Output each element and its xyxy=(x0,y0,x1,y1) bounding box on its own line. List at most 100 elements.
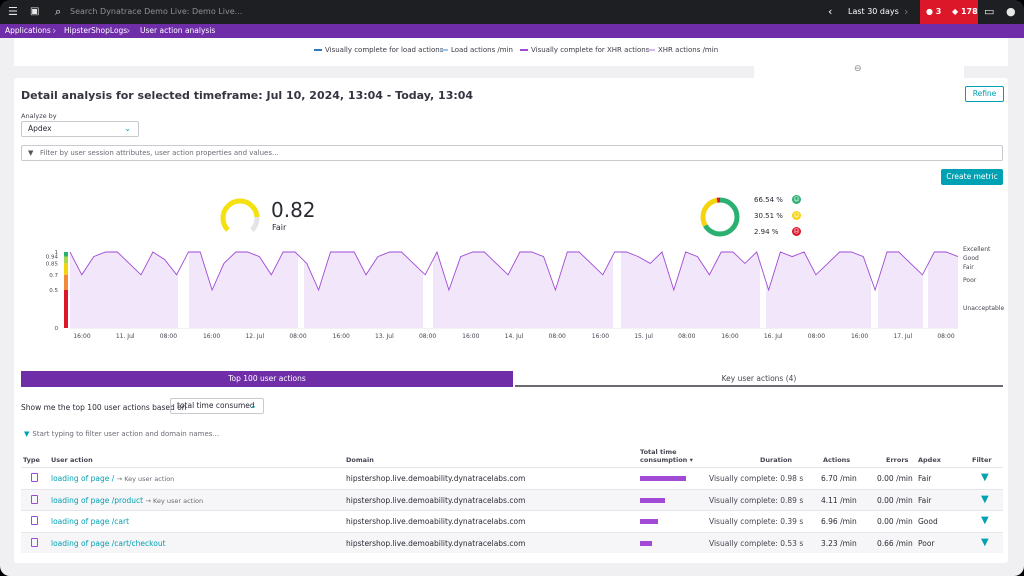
column-header-total-time[interactable]: Total time xyxy=(640,448,677,456)
create-metric-button[interactable]: Create metric xyxy=(941,169,1003,185)
apdex-cell: Poor xyxy=(918,539,935,548)
data-gap xyxy=(871,252,878,328)
refine-button[interactable]: Refine xyxy=(965,86,1004,102)
session-filter-input[interactable]: ▼ Filter by user session attributes, use… xyxy=(21,145,1003,161)
based-on-value: total time consumed xyxy=(177,401,255,410)
duration-cell: Visually complete: 0.39 s xyxy=(709,517,804,526)
user-action-cell: loading of page /cart/checkout xyxy=(51,539,166,548)
consumption-bar xyxy=(640,541,652,546)
x-tick-label: 16:00 xyxy=(721,333,738,340)
session-filter-placeholder: Filter by user session attributes, user … xyxy=(40,149,279,157)
column-header-user-action[interactable]: User action xyxy=(51,456,93,464)
actions-cell: 3.23 /min xyxy=(821,539,857,548)
search-icon[interactable]: ⌕ xyxy=(55,5,62,18)
based-on-select[interactable]: total time consumed ⌄ xyxy=(170,398,264,414)
timeframe-selector[interactable]: Last 30 days xyxy=(848,7,899,16)
monitor-icon[interactable]: ▣ xyxy=(30,6,40,17)
filter-action-icon[interactable]: ▼ xyxy=(981,494,989,505)
x-tick-label: 16:00 xyxy=(73,333,90,340)
gauge-fill xyxy=(220,198,260,238)
user-action-link[interactable]: loading of page /cart/checkout xyxy=(51,539,166,548)
user-action-filter-placeholder: Start typing to filter user action and d… xyxy=(32,430,220,438)
analyze-by-value: Apdex xyxy=(28,124,52,133)
column-header-total-time-label: consumption xyxy=(640,456,688,464)
legend-item[interactable]: XHR actions /min xyxy=(647,46,718,54)
y-tick-label: 0.5 xyxy=(49,288,58,294)
analyze-by-select[interactable]: Apdex ⌄ xyxy=(21,121,139,137)
breadcrumb-hipstershoplogs[interactable]: HipsterShopLogs xyxy=(64,26,128,35)
tab-top-user-actions[interactable]: Top 100 user actions xyxy=(21,371,513,387)
satisfied-face-icon: ☺ xyxy=(792,195,801,204)
actions-cell: 6.70 /min xyxy=(821,474,857,483)
duration-cell: Visually complete: 0.98 s xyxy=(709,474,804,483)
security-badge[interactable]: ◆ 178 xyxy=(946,0,978,24)
user-icon[interactable]: ● xyxy=(1006,5,1016,18)
apdex-cell: Good xyxy=(918,517,938,526)
user-action-cell: loading of page / → Key user action xyxy=(51,474,174,483)
column-header-filter: Filter xyxy=(972,456,992,464)
column-header-apdex[interactable]: Apdex xyxy=(918,456,941,464)
zoom-panel: ⊖ xyxy=(754,60,964,80)
key-user-action-label: Key user action xyxy=(124,475,175,483)
domain-cell: hipstershop.live.demoability.dynatracela… xyxy=(346,517,526,526)
next-timeframe-button[interactable]: › xyxy=(904,5,909,18)
column-header-type[interactable]: Type xyxy=(23,456,40,464)
column-header-errors[interactable]: Errors xyxy=(886,456,909,464)
x-tick-label: 08:00 xyxy=(808,333,825,340)
consumption-bar xyxy=(640,498,665,503)
search-input[interactable]: Search Dynatrace Demo Live: Demo Live... xyxy=(70,7,243,16)
x-tick-label: 08:00 xyxy=(678,333,695,340)
user-action-link[interactable]: loading of page / xyxy=(51,474,115,483)
column-header-domain[interactable]: Domain xyxy=(346,456,374,464)
chevron-down-icon: ⌄ xyxy=(124,124,131,133)
pct-frustrated: 2.94 % xyxy=(754,228,779,236)
menu-icon[interactable]: ☰ xyxy=(8,5,18,18)
y-tick-label: 0.7 xyxy=(49,273,58,279)
frustrated-face-icon: ☹ xyxy=(792,227,801,236)
column-header-total-time-consumption[interactable]: consumption ▾ xyxy=(640,456,693,464)
legend-item[interactable]: Load actions /min xyxy=(440,46,513,54)
rating-band xyxy=(64,252,68,257)
pct-tolerating: 30.51 % xyxy=(754,212,783,220)
breadcrumb-user-action-analysis: User action analysis xyxy=(140,26,216,35)
rating-label-fair: Fair xyxy=(963,264,974,271)
legend-item[interactable]: Visually complete for XHR actions xyxy=(520,46,649,54)
filter-action-icon[interactable]: ▼ xyxy=(981,537,989,548)
zoom-out-icon[interactable]: ⊖ xyxy=(854,64,862,74)
user-action-filter-input[interactable]: ▼ Start typing to filter user action and … xyxy=(24,430,219,438)
xhr-actions-area xyxy=(70,252,958,328)
apdex-series-line xyxy=(69,250,959,292)
shield-icon: ◆ xyxy=(952,7,959,16)
y-tick-label: 0 xyxy=(55,326,59,332)
x-tick-label: 14. Jul xyxy=(505,333,524,340)
page-document-icon xyxy=(31,473,38,482)
legend-item[interactable]: Visually complete for load actions xyxy=(314,46,443,54)
tab-key-user-actions[interactable]: Key user actions (4) xyxy=(515,371,1003,387)
user-action-cell: loading of page /cart xyxy=(51,517,129,526)
breadcrumb-applications[interactable]: Applications xyxy=(5,26,51,35)
legend-swatch xyxy=(647,49,655,51)
column-header-actions[interactable]: Actions xyxy=(823,456,851,464)
filter-action-icon[interactable]: ▼ xyxy=(981,472,989,483)
top-bar: ☰ ▣ ⌕ Search Dynatrace Demo Live: Demo L… xyxy=(0,0,1024,24)
key-user-action-label: Key user action xyxy=(153,497,204,505)
table-row[interactable]: loading of page /product → Key user acti… xyxy=(21,489,1003,510)
apdex-gauge xyxy=(220,198,260,238)
filter-action-icon[interactable]: ▼ xyxy=(981,515,989,526)
table-row[interactable]: loading of page /cart hipstershop.live.d… xyxy=(21,510,1003,531)
apdex-timeseries-chart[interactable]: 10.940.85 0.7 0.5 0 16:00 11. Jul 08:00 16:00 12… xyxy=(28,248,963,343)
problems-badge[interactable]: ● 3 xyxy=(920,0,946,24)
chat-icon[interactable]: ▭ xyxy=(984,5,995,18)
user-action-link[interactable]: loading of page /cart xyxy=(51,517,130,526)
x-tick-label: 08:00 xyxy=(289,333,306,340)
duration-cell: Visually complete: 0.53 s xyxy=(709,539,804,548)
column-header-duration[interactable]: Duration xyxy=(760,456,793,464)
errors-cell: 0.00 /min xyxy=(877,517,913,526)
previous-timeframe-button[interactable]: ‹ xyxy=(828,5,833,18)
table-row[interactable]: loading of page /cart/checkout hipstersh… xyxy=(21,532,1003,553)
x-tick-label: 17. Jul xyxy=(893,333,912,340)
security-count: 178 xyxy=(960,7,978,16)
user-action-link[interactable]: loading of page /product xyxy=(51,496,144,505)
table-row[interactable]: loading of page / → Key user action hips… xyxy=(21,467,1003,488)
